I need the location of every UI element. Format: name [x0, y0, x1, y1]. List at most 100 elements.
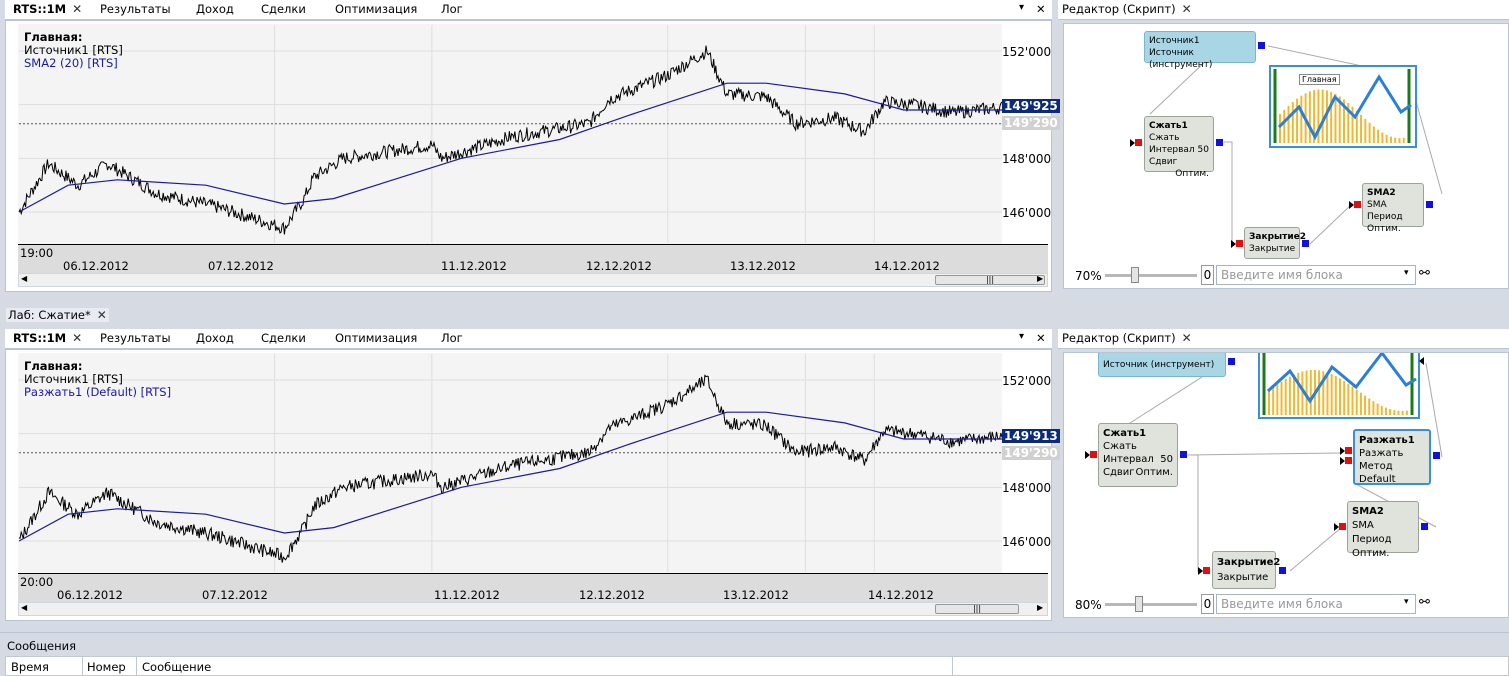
tab-lab[interactable]: Лаб: Сжатие* ✕	[6, 308, 109, 322]
output-port[interactable]	[1228, 358, 1235, 365]
scroll-left-icon[interactable]: ◀	[21, 603, 28, 612]
close-panel-icon[interactable]: ✕	[1036, 331, 1046, 345]
node-compress[interactable]: Сжать1 Сжать Интервал 50 Сдвиг Оптим.	[1098, 423, 1178, 487]
node-sma[interactable]: SMA2 SMA Период Оптим.	[1362, 183, 1424, 234]
node-param: Метод Default	[1359, 461, 1396, 485]
thumbnail-bar	[1393, 410, 1396, 415]
thumbnail-bar	[1401, 410, 1404, 415]
thumbnail-bar	[1305, 370, 1308, 415]
col-time[interactable]: Время	[11, 660, 49, 674]
output-port[interactable]	[1258, 42, 1265, 49]
tab-rts[interactable]: RTS::1M ✕	[13, 2, 83, 16]
tab-optimization[interactable]: Оптимизация	[335, 2, 418, 16]
input-port[interactable]	[1345, 457, 1352, 464]
input-port[interactable]	[1090, 451, 1097, 458]
col-number[interactable]: Номер	[87, 660, 126, 674]
output-port[interactable]	[1433, 452, 1440, 459]
last-price-label: 149'925	[1002, 99, 1060, 113]
node-subtitle: Источник (инструмент)	[1103, 360, 1215, 370]
binoculars-icon[interactable]: ⚯	[1419, 595, 1430, 610]
thumbnail-bar	[1309, 370, 1312, 415]
input-port[interactable]	[1203, 567, 1210, 574]
thumbnail-bar	[1347, 103, 1350, 143]
close-panel-icon[interactable]: ✕	[1036, 2, 1046, 16]
bottom-zoom-slider[interactable]	[1105, 596, 1197, 612]
scroll-left-icon[interactable]: ◀	[21, 274, 28, 283]
top-zoom-slider[interactable]	[1105, 267, 1197, 283]
close-icon[interactable]: ✕	[1181, 331, 1192, 345]
slider-thumb[interactable]	[1135, 596, 1143, 612]
output-port[interactable]	[1180, 451, 1187, 458]
close-icon[interactable]: ✕	[72, 331, 83, 345]
tab-log[interactable]: Лог	[441, 331, 463, 345]
output-port[interactable]	[1216, 139, 1223, 146]
input-port[interactable]	[1339, 523, 1346, 530]
input-arrow	[1340, 447, 1345, 455]
block-search-input[interactable]: Введите имя блока	[1216, 265, 1416, 285]
tab-income[interactable]: Доход	[196, 331, 234, 345]
output-port[interactable]	[1302, 240, 1309, 247]
output-port[interactable]	[1426, 201, 1433, 208]
slider-thumb[interactable]	[1131, 267, 1139, 283]
thumbnail-bar	[1359, 392, 1362, 415]
node-close[interactable]: Закрытие2 Закрытие	[1244, 227, 1306, 259]
scroll-thumb[interactable]: |||	[935, 275, 1045, 285]
input-port[interactable]	[1345, 447, 1352, 454]
search-dropdown-icon[interactable]: ▾	[1404, 597, 1409, 607]
tab-log[interactable]: Лог	[441, 2, 463, 16]
node-compress[interactable]: Сжать1 Сжать Интервал 50 Сдвиг Оптим.	[1144, 116, 1214, 179]
close-icon[interactable]: ✕	[72, 2, 83, 16]
col-message[interactable]: Сообщение	[142, 660, 212, 674]
thumbnail-bar	[1326, 372, 1329, 415]
dropdown-icon[interactable]: ▾	[1019, 331, 1025, 342]
horizontal-scrollbar[interactable]: ◀ ||| ▶	[18, 273, 1048, 287]
scroll-thumb[interactable]: |||	[935, 604, 1019, 614]
top-editor-canvas[interactable]: Источник1 Источник (инструмент) Главная …	[1063, 23, 1509, 289]
horizontal-scrollbar[interactable]: ◀ ||| ▶	[18, 602, 1048, 616]
node-decompress[interactable]: Разжать1 Разжать Метод Default	[1353, 429, 1431, 485]
input-port[interactable]	[1354, 201, 1361, 208]
thumbnail-bar	[1372, 401, 1375, 415]
tab-editor[interactable]: Редактор (Скрипт) ✕	[1062, 331, 1192, 345]
messages-panel: Сообщения Время Номер Сообщение	[0, 632, 1509, 676]
node-source[interactable]: Источник (инструмент)	[1098, 353, 1226, 377]
tab-trades[interactable]: Сделки	[261, 2, 306, 16]
thumbnail-bar	[1325, 90, 1328, 143]
thumbnail-bar	[1334, 376, 1337, 415]
tab-income[interactable]: Доход	[196, 2, 234, 16]
top-price-chart	[18, 25, 1003, 243]
output-port[interactable]	[1421, 523, 1428, 530]
tab-editor[interactable]: Редактор (Скрипт) ✕	[1062, 2, 1192, 16]
bottom-editor-canvas[interactable]: Источник (инструмент) Сжать1 Сжать Интер…	[1063, 352, 1509, 618]
legend-indicator: SMA2 (20) [RTS]	[24, 56, 118, 70]
lab-title: Лаб: Сжатие*	[8, 308, 91, 322]
param-value: 50	[1197, 145, 1209, 155]
bottom-editor-tabbar: Редактор (Скрипт) ✕	[1058, 329, 1509, 349]
thumbnail-bar	[1381, 132, 1384, 143]
dash-price-label: 149'290	[1002, 116, 1060, 130]
output-port[interactable]	[1279, 567, 1286, 574]
node-sma[interactable]: SMA2 SMA Период Оптим.	[1347, 501, 1419, 559]
tab-optimization[interactable]: Оптимизация	[335, 331, 418, 345]
scroll-right-icon[interactable]: ▶	[1037, 603, 1044, 612]
block-search-input[interactable]: Введите имя блока	[1216, 594, 1416, 614]
tab-results[interactable]: Результаты	[100, 331, 171, 345]
node-close[interactable]: Закрытие2 Закрытие	[1212, 551, 1280, 589]
thumbnail-bar	[1284, 379, 1287, 415]
close-icon[interactable]: ✕	[96, 308, 107, 322]
node-source[interactable]: Источник1 Источник (инструмент)	[1144, 31, 1256, 70]
search-dropdown-icon[interactable]: ▾	[1404, 268, 1409, 278]
tab-trades[interactable]: Сделки	[261, 331, 306, 345]
tab-rts[interactable]: RTS::1M ✕	[13, 331, 83, 345]
input-port[interactable]	[1236, 240, 1243, 247]
close-icon[interactable]: ✕	[1181, 2, 1192, 16]
y-tick: 152'000	[1002, 45, 1052, 59]
date-label: 13.12.2012	[723, 588, 789, 602]
input-arrow	[1231, 240, 1236, 248]
binoculars-icon[interactable]: ⚯	[1419, 266, 1430, 281]
tab-results[interactable]: Результаты	[100, 2, 171, 16]
scroll-right-icon[interactable]: ▶	[1037, 274, 1044, 283]
dropdown-icon[interactable]: ▾	[1019, 2, 1025, 13]
thumbnail-bar	[1394, 137, 1397, 143]
input-port[interactable]	[1135, 139, 1142, 146]
